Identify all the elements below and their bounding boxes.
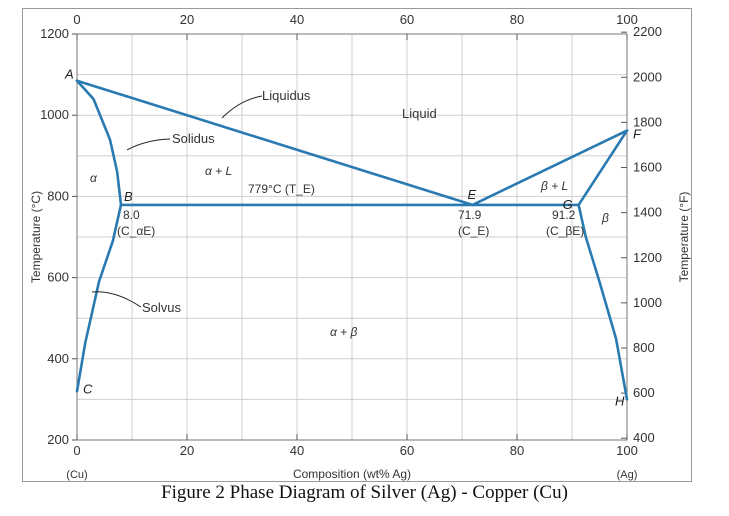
phase-boundary-line bbox=[577, 129, 629, 207]
grid-layer bbox=[76, 33, 628, 441]
axis-layer: 0 0 20 20 40 40 60 60 80 80 100 100 200 400 600 800 1000… bbox=[29, 12, 691, 481]
y-tick-label-right: 2200 bbox=[633, 24, 662, 39]
point-label-h: H bbox=[615, 393, 625, 408]
x-tick-label: 80 bbox=[510, 443, 524, 458]
point-label-c: C bbox=[83, 381, 93, 396]
point-label-e: E bbox=[467, 187, 476, 202]
y-tick-label-right: 400 bbox=[633, 430, 655, 445]
plot-border bbox=[76, 33, 628, 441]
y-tick-label-right: 1600 bbox=[633, 160, 662, 175]
annotation-label: β bbox=[601, 211, 609, 225]
phase-boundary-line bbox=[577, 203, 629, 401]
x-tick-label-top: 80 bbox=[510, 12, 524, 27]
y-axis-title-right: Temperature (°F) bbox=[677, 192, 691, 283]
y-tick-label-right: 1000 bbox=[633, 295, 662, 310]
annotation-label: α + β bbox=[330, 325, 358, 339]
liquidus-leader bbox=[221, 95, 263, 119]
y-tick-label: 1200 bbox=[40, 26, 69, 41]
x-tick-label: 40 bbox=[290, 443, 304, 458]
y-tick-label-right: 1200 bbox=[633, 250, 662, 265]
phase-boundary-line bbox=[75, 79, 123, 207]
annotation-label: Solvus bbox=[142, 300, 182, 315]
annotation-label: (C_E) bbox=[458, 224, 489, 238]
annotation-label: Solidus bbox=[172, 131, 215, 146]
annotation-label: (C_βE) bbox=[546, 224, 584, 238]
y-tick-label: 600 bbox=[47, 270, 69, 285]
x-axis-title: Composition (wt% Ag) bbox=[293, 467, 411, 481]
y-tick-label-right: 1800 bbox=[633, 114, 662, 129]
x-end-label-left: (Cu) bbox=[66, 469, 87, 481]
y-tick-label-right: 2000 bbox=[633, 69, 662, 84]
annotation-label: 8.0 bbox=[123, 208, 140, 222]
x-tick-label: 20 bbox=[180, 443, 194, 458]
annotation-label: β + L bbox=[540, 179, 568, 193]
y-tick-label: 1000 bbox=[40, 107, 69, 122]
x-tick-label-top: 60 bbox=[400, 12, 414, 27]
y-tick-label-right: 600 bbox=[633, 385, 655, 400]
point-label-b: B bbox=[124, 189, 133, 204]
y-tick-label: 400 bbox=[47, 351, 69, 366]
x-tick-label-top: 40 bbox=[290, 12, 304, 27]
annotation-label: 71.9 bbox=[458, 208, 482, 222]
y-tick-label-right: 1400 bbox=[633, 205, 662, 220]
x-end-label-right: (Ag) bbox=[617, 469, 638, 481]
curve-layer bbox=[75, 79, 629, 401]
x-tick-label-top: 0 bbox=[73, 12, 80, 27]
x-tick-label: 100 bbox=[616, 443, 638, 458]
point-label-f: F bbox=[633, 127, 642, 142]
phase-boundary-line bbox=[75, 203, 123, 393]
x-tick-label: 60 bbox=[400, 443, 414, 458]
y-tick-label-right: 800 bbox=[633, 340, 655, 355]
annotation-label: 91.2 bbox=[552, 208, 576, 222]
x-tick-label: 0 bbox=[73, 443, 80, 458]
annotation-label: α + L bbox=[205, 164, 232, 178]
solidus-leader bbox=[126, 138, 171, 151]
figure-caption: Figure 2 Phase Diagram of Silver (Ag) - … bbox=[161, 482, 568, 503]
x-tick-label-top: 100 bbox=[616, 12, 638, 27]
point-label-g: G bbox=[563, 197, 573, 212]
y-tick-label: 200 bbox=[47, 432, 69, 447]
y-tick-label: 800 bbox=[47, 188, 69, 203]
label-layer: A B C E F G H Liquidus Solidus Solvus Liquid α + L β… bbox=[64, 67, 642, 409]
y-axis-title-left: Temperature (°C) bbox=[29, 191, 43, 283]
annotation-label: (C_αE) bbox=[117, 224, 155, 238]
annotation-label: 779°C (T_E) bbox=[248, 182, 315, 196]
point-label-a: A bbox=[64, 67, 74, 82]
annotation-label: Liquid bbox=[402, 106, 437, 121]
annotation-label: Liquidus bbox=[262, 88, 311, 103]
annotation-label: α bbox=[90, 171, 98, 185]
phase-diagram-chart: 0 0 20 20 40 40 60 60 80 80 100 100 200 400 600 800 1000… bbox=[29, 12, 691, 481]
figure-frame bbox=[22, 8, 692, 482]
x-tick-label-top: 20 bbox=[180, 12, 194, 27]
solvus-leader bbox=[91, 291, 142, 308]
